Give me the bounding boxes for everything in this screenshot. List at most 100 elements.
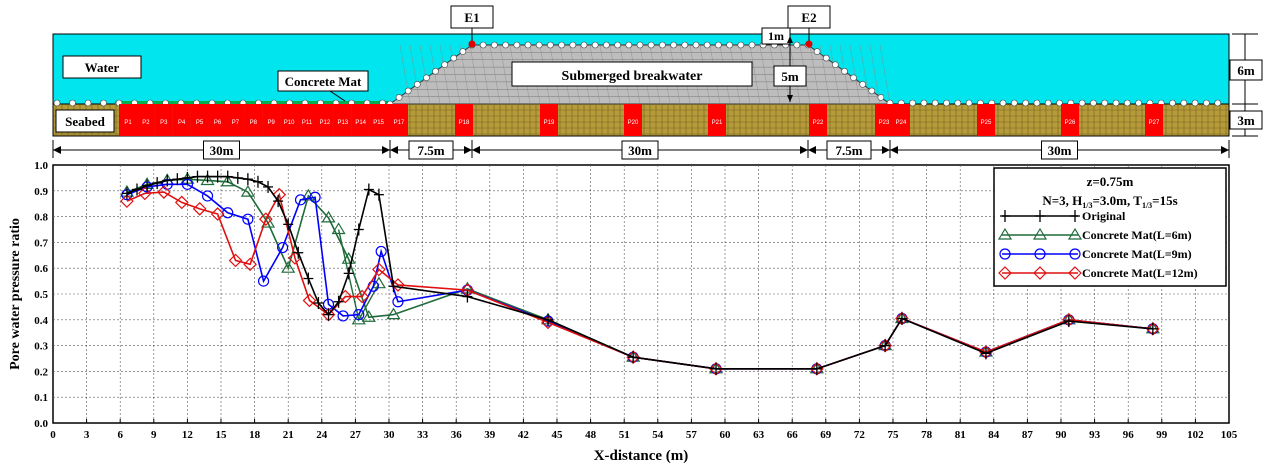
x-tick-label: 9 — [151, 429, 157, 441]
concrete-mat — [115, 101, 390, 105]
data-point — [293, 246, 304, 259]
breakwater-mesh-line — [829, 44, 841, 105]
surface-node — [459, 48, 467, 55]
sensor-marker — [280, 104, 299, 136]
sensor-marker — [708, 104, 726, 136]
sensor-marker — [892, 104, 910, 136]
data-point — [157, 185, 171, 199]
legend-label: Concrete Mat(L=12m) — [1082, 266, 1198, 280]
sensor-marker — [208, 104, 227, 136]
y-tick-label: 0.7 — [34, 237, 48, 249]
breakwater-mesh-line — [469, 44, 481, 105]
surface-node — [841, 67, 848, 75]
gauge-e1-marker — [468, 40, 476, 48]
data-point — [200, 173, 215, 186]
surface-node — [69, 99, 76, 107]
annotation-conditions: N=3, H1/3=3.0m, T1/3=15s — [1042, 193, 1177, 210]
dim-top-label: 1m — [768, 29, 784, 43]
x-tick-label: 36 — [451, 429, 463, 441]
data-point — [980, 347, 991, 360]
span-arrow — [1221, 146, 1229, 154]
x-tick-label: 0 — [50, 429, 56, 441]
surface-node — [647, 41, 655, 49]
sensor-marker — [172, 104, 191, 136]
sensor-label: P13 — [337, 120, 348, 126]
sensor-marker — [390, 104, 408, 136]
data-point — [361, 310, 376, 322]
surface-node — [450, 54, 458, 62]
data-point — [210, 207, 225, 221]
data-point — [263, 180, 274, 193]
surface-node — [535, 41, 543, 49]
span-label-box — [1041, 140, 1078, 160]
data-point — [182, 171, 193, 184]
data-point — [222, 170, 233, 183]
surface-node — [1214, 99, 1221, 107]
surface-node — [84, 99, 92, 107]
span-arrow — [890, 146, 898, 154]
x-tick-label: 63 — [753, 429, 765, 441]
surface-node — [850, 74, 857, 82]
legend: z=0.75m N=3, H1/3=3.0m, T1/3=15s Origina… — [993, 167, 1227, 287]
sensor-label: P11 — [302, 120, 313, 126]
surface-node — [703, 41, 711, 49]
span-arrow — [390, 146, 398, 154]
data-point — [242, 213, 254, 225]
sensor-marker — [809, 104, 827, 136]
x-tick-label: 3 — [84, 429, 90, 441]
surface-node — [502, 41, 509, 49]
cross-section-diagram: P1P2P3P4P5P6P7P8P9P10P11P12P13P14P15P16P… — [52, 5, 1263, 160]
data-point — [220, 174, 235, 187]
legend-label: Original — [1082, 209, 1126, 223]
data-point — [372, 262, 386, 277]
data-point — [243, 257, 257, 272]
breakwater-mesh-line — [479, 44, 491, 105]
data-point — [1067, 227, 1083, 240]
data-point — [353, 223, 364, 236]
data-point — [388, 280, 399, 293]
surface-node — [920, 99, 928, 107]
legend-label: Concrete Mat(L=6m) — [1082, 228, 1192, 242]
x-tick-label: 93 — [1089, 429, 1101, 441]
surface-node — [1112, 99, 1120, 107]
sensor-label: P2 — [142, 120, 150, 126]
sensor-label: P12 — [320, 120, 331, 126]
data-point — [1035, 210, 1045, 222]
x-tick-label: 84 — [988, 429, 1000, 441]
breakwater-mesh-line — [449, 44, 461, 105]
breakwater-mesh-line — [439, 44, 451, 105]
dim-crest-arrow-bottom — [787, 95, 793, 102]
span-label-box — [621, 140, 659, 160]
data-point — [1063, 315, 1074, 328]
data-point — [331, 222, 346, 235]
sensor-marker — [298, 104, 316, 136]
data-point — [192, 202, 207, 216]
x-tick-label: 24 — [316, 429, 328, 441]
data-point — [257, 275, 270, 287]
span-arrow — [882, 146, 890, 154]
data-point — [121, 187, 132, 200]
surface-node — [591, 41, 599, 49]
surface-node — [692, 41, 700, 49]
data-point — [321, 210, 336, 223]
data-point — [137, 186, 152, 201]
surface-node — [832, 61, 839, 68]
span-label: 30m — [210, 143, 234, 158]
data-point — [174, 195, 189, 210]
data-point — [132, 183, 142, 196]
surface-node — [1010, 99, 1018, 107]
span-arrow — [800, 146, 808, 154]
surface-node — [813, 48, 821, 55]
x-tick-label: 45 — [552, 429, 564, 441]
surface-node — [954, 99, 962, 107]
y-tick-labels: 0.0 0.1 0.2 0.3 0.4 0.5 0.6 0.7 0.8 0.9 1.0 — [34, 160, 48, 430]
sensor-label: P14 — [355, 120, 366, 126]
dim-seabed-box — [1229, 110, 1263, 130]
breakwater-mesh-line — [429, 44, 441, 105]
data-point — [1147, 322, 1158, 335]
data-point — [998, 266, 1012, 280]
sensor-marker — [333, 104, 352, 136]
chart: 0 3 6 9 12 15 18 21 24 27 30 33 36 39 42 45 48 51 54 57 60 63… — [8, 160, 1238, 464]
